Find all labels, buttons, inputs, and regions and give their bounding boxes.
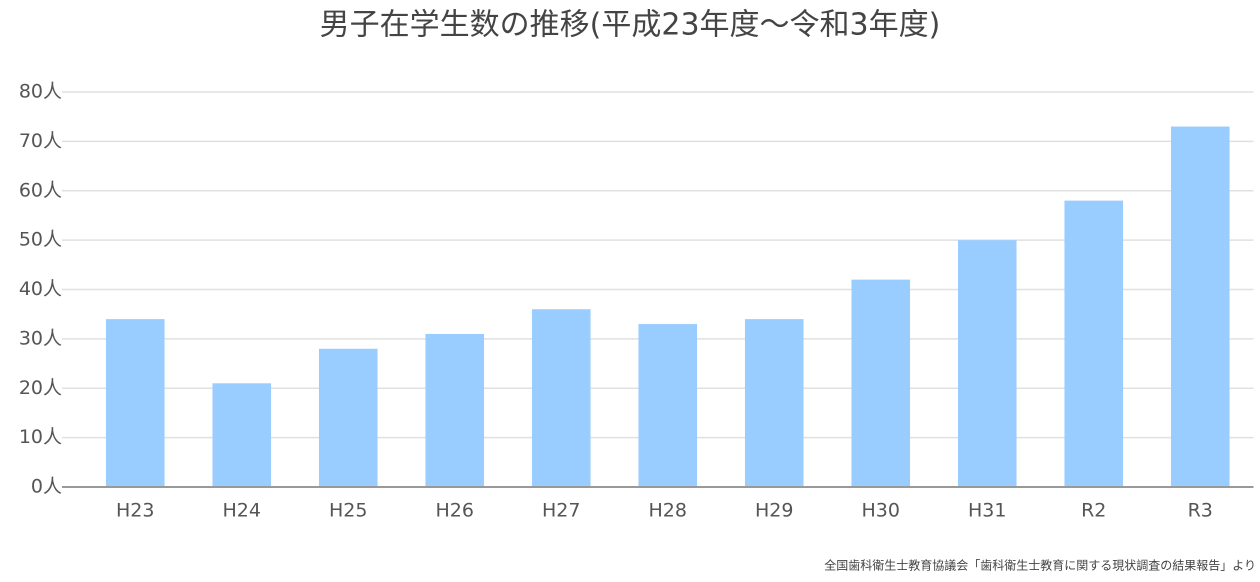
bar [744,319,804,487]
x-tick-label: H26 [436,500,474,522]
bar [1064,200,1124,487]
source-note: 全国歯科衛生士教育協議会「歯科衛生士教育に関する現状調査の結果報告」より [824,558,1256,573]
bar [425,333,485,487]
bar [638,324,698,487]
y-tick-label: 70人 [19,130,62,152]
bar [212,383,272,487]
y-tick-label: 80人 [19,81,62,103]
y-tick-label: 60人 [19,179,62,201]
x-tick-label: H29 [755,500,793,522]
x-tick-label: H27 [542,500,580,522]
x-tick-label: H28 [649,500,687,522]
y-tick-label: 10人 [19,426,62,448]
x-tick-label: H24 [223,500,261,522]
bar [957,240,1017,487]
y-tick-label: 20人 [19,377,62,399]
bar [105,319,165,487]
x-tick-label: H30 [862,500,900,522]
y-tick-label: 0人 [31,476,62,498]
x-tick-label: R3 [1188,500,1213,522]
x-tick-label: R2 [1081,500,1106,522]
y-tick-label: 40人 [19,278,62,300]
bar [531,309,591,487]
bar [1170,126,1230,487]
bar [851,279,911,487]
y-tick-label: 50人 [19,229,62,251]
bar [318,348,378,487]
x-tick-label: H31 [968,500,1006,522]
x-tick-label: H25 [329,500,367,522]
y-tick-label: 30人 [19,327,62,349]
chart-title: 男子在学生数の推移(平成23年度～令和3年度) [320,8,941,43]
x-tick-label: H23 [116,500,154,522]
